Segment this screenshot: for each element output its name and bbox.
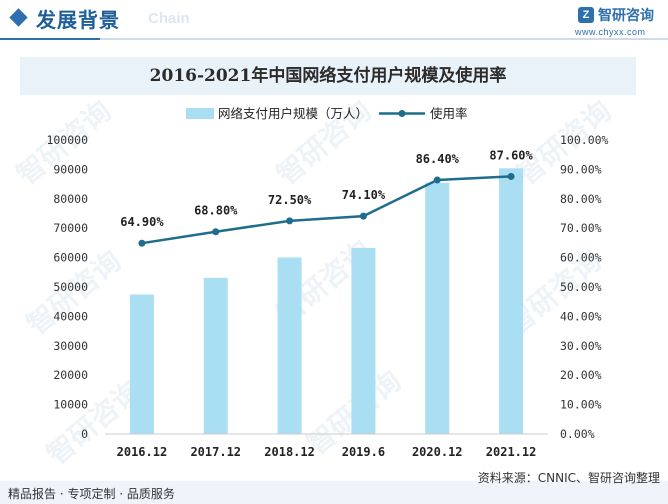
footer-bar xyxy=(0,481,668,504)
line-point xyxy=(138,239,146,247)
bar xyxy=(129,294,154,434)
x-tick-label: 2016.12 xyxy=(117,445,168,459)
legend-line-marker xyxy=(398,110,406,117)
y-right-tick-label: 30.00% xyxy=(560,339,602,353)
chart-title-band xyxy=(20,57,636,95)
y-right-tick-label: 20.00% xyxy=(560,368,602,382)
x-axis: 2016.12 2017.12 2018.12 2019.6 2020.12 2021.1… xyxy=(105,433,548,459)
y-axis-right: 0.00% 10.00% 20.00% 30.00% 40.00% 50.00% 60.00… xyxy=(560,133,609,441)
x-tick-label: 2020.12 xyxy=(412,445,463,459)
y-left-tick-label: 80000 xyxy=(53,192,88,206)
x-tick-label: 2019.6 xyxy=(342,445,385,459)
line-series: 64.90% 68.80% 72.50% 74.10% 86.40% 87.60% xyxy=(120,148,534,247)
y-left-tick-label: 10000 xyxy=(53,398,88,412)
bar xyxy=(351,247,376,434)
page-header: 发展背景 Chain Z 智研咨询 www.chyxx.com xyxy=(0,0,668,40)
bar xyxy=(425,182,450,434)
bar xyxy=(203,277,228,434)
line-point xyxy=(433,176,441,184)
y-right-tick-label: 50.00% xyxy=(560,280,602,294)
line-point xyxy=(212,228,220,236)
y-left-tick-label: 30000 xyxy=(53,339,88,353)
data-label: 74.10% xyxy=(342,188,386,202)
y-left-tick-label: 90000 xyxy=(53,162,88,176)
y-right-tick-label: 80.00% xyxy=(560,192,602,206)
section-subtitle: Chain xyxy=(148,10,190,27)
usage-rate-line xyxy=(141,175,512,245)
brand-name: 智研咨询 xyxy=(598,8,654,24)
y-right-tick-label: 0.00% xyxy=(560,427,595,441)
bar-series xyxy=(129,168,524,435)
bar xyxy=(499,168,524,435)
y-left-tick-label: 20000 xyxy=(53,368,88,382)
data-label: 68.80% xyxy=(194,204,238,218)
legend-bar-label: 网络支付用户规模（万人） xyxy=(218,106,368,121)
data-label: 87.60% xyxy=(489,148,533,162)
line-point xyxy=(507,172,515,180)
y-left-tick-label: 50000 xyxy=(53,280,88,294)
x-tick-label: 2017.12 xyxy=(190,445,241,459)
y-left-tick-label: 70000 xyxy=(53,221,88,235)
y-left-tick-label: 100000 xyxy=(46,133,88,147)
y-axis-left: 0 10000 20000 30000 40000 50000 60000 70000 8000… xyxy=(46,133,88,441)
y-right-tick-label: 60.00% xyxy=(560,251,602,265)
footer-tagline: 精品报告 · 专项定制 · 品质服务 xyxy=(8,487,175,501)
brand-logo-icon: Z xyxy=(578,7,594,23)
line-point xyxy=(359,212,367,220)
y-right-tick-label: 10.00% xyxy=(560,398,602,412)
bar xyxy=(277,257,302,434)
x-tick-label: 2021.12 xyxy=(486,445,537,459)
y-left-tick-label: 60000 xyxy=(53,251,88,265)
y-right-tick-label: 40.00% xyxy=(560,309,602,323)
legend-line-label: 使用率 xyxy=(430,106,468,121)
data-label: 64.90% xyxy=(120,215,164,229)
chart-title: 2016-2021年中国网络支付用户规模及使用率 xyxy=(149,66,507,86)
y-left-tick-label: 0 xyxy=(81,427,88,441)
x-tick-label: 2018.12 xyxy=(264,445,315,459)
legend: 网络支付用户规模（万人） 使用率 xyxy=(186,106,468,121)
y-right-tick-label: 90.00% xyxy=(560,162,602,176)
y-right-tick-label: 100.00% xyxy=(560,133,609,147)
section-title: 发展背景 xyxy=(36,8,120,32)
header-divider xyxy=(0,38,668,40)
brand-url: www.chyxx.com xyxy=(575,27,646,37)
y-left-tick-label: 40000 xyxy=(53,309,88,323)
legend-bar-swatch xyxy=(186,108,214,119)
line-point xyxy=(286,217,294,225)
source-note: 资料来源：CNNIC、智研咨询整理 xyxy=(477,471,660,485)
data-label: 86.40% xyxy=(416,152,460,166)
data-label: 72.50% xyxy=(268,193,312,207)
y-right-tick-label: 70.00% xyxy=(560,221,602,235)
